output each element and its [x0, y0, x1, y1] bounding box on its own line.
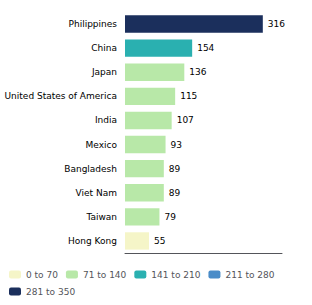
svg-text:154: 154 — [197, 43, 214, 53]
svg-text:55: 55 — [154, 236, 165, 246]
svg-text:89: 89 — [169, 188, 181, 198]
svg-text:Mexico: Mexico — [86, 140, 118, 150]
svg-text:93: 93 — [171, 140, 182, 150]
svg-text:0 to 70: 0 to 70 — [26, 270, 58, 280]
svg-text:115: 115 — [180, 91, 197, 101]
svg-text:141 to 210: 141 to 210 — [151, 270, 200, 280]
svg-text:Bangladesh: Bangladesh — [64, 164, 117, 174]
svg-text:79: 79 — [164, 212, 176, 222]
svg-text:89: 89 — [169, 164, 181, 174]
svg-text:Japan: Japan — [91, 67, 117, 77]
svg-text:136: 136 — [189, 67, 206, 77]
svg-text:Taiwan: Taiwan — [85, 212, 117, 222]
svg-text:Viet Nam: Viet Nam — [76, 188, 117, 198]
svg-text:India: India — [95, 115, 117, 125]
svg-text:281 to 350: 281 to 350 — [26, 287, 75, 297]
svg-text:China: China — [91, 43, 117, 53]
svg-text:71 to 140: 71 to 140 — [83, 270, 127, 280]
svg-text:107: 107 — [177, 115, 194, 125]
svg-text:Philippines: Philippines — [69, 19, 118, 29]
svg-text:316: 316 — [268, 19, 285, 29]
svg-text:Hong Kong: Hong Kong — [68, 236, 117, 246]
svg-text:211 to 280: 211 to 280 — [225, 270, 274, 280]
svg-text:United States of America: United States of America — [5, 91, 117, 101]
